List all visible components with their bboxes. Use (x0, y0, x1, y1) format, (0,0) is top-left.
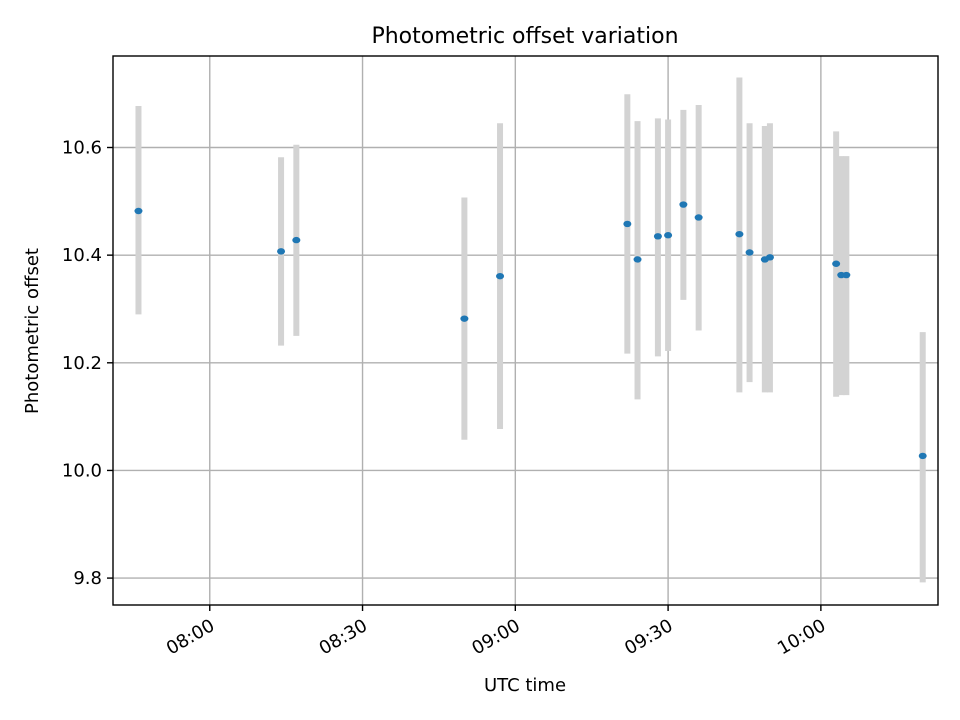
x-tick-label: 09:00 (468, 615, 523, 659)
data-point (918, 452, 927, 460)
y-tick-label: 10.0 (62, 460, 102, 481)
data-point (735, 230, 744, 238)
grid-lines (113, 56, 938, 605)
x-axis-label: UTC time (484, 675, 566, 696)
data-point (745, 249, 754, 256)
data-points (134, 201, 927, 460)
data-point (694, 214, 703, 221)
data-point (832, 260, 841, 267)
x-tick-label: 08:00 (163, 615, 218, 659)
y-axis-label: Photometric offset (22, 248, 43, 414)
axis-ticks: 08:00 08:30 09:00 09:30 10:00 9.8 10.0 10.2 10.4… (62, 138, 829, 660)
data-point (664, 232, 673, 239)
y-tick-label: 10.6 (62, 138, 102, 159)
data-point (765, 254, 774, 261)
data-point (496, 272, 505, 280)
data-point (653, 233, 662, 240)
data-point (277, 248, 286, 255)
data-point (679, 201, 688, 208)
data-point (292, 236, 301, 244)
data-point (633, 256, 642, 263)
y-tick-label: 10.2 (62, 353, 102, 374)
error-bars (135, 77, 926, 583)
data-point (623, 220, 632, 228)
data-point (842, 271, 851, 279)
data-point (460, 315, 469, 322)
x-tick-label: 08:30 (316, 615, 371, 659)
y-tick-label: 10.4 (62, 245, 102, 266)
x-tick-label: 09:30 (621, 615, 676, 659)
data-point (134, 207, 143, 215)
x-tick-label: 10:00 (774, 615, 829, 659)
y-tick-label: 9.8 (73, 568, 102, 589)
chart-title: Photometric offset variation (371, 24, 678, 49)
plot-frame (112, 55, 939, 606)
